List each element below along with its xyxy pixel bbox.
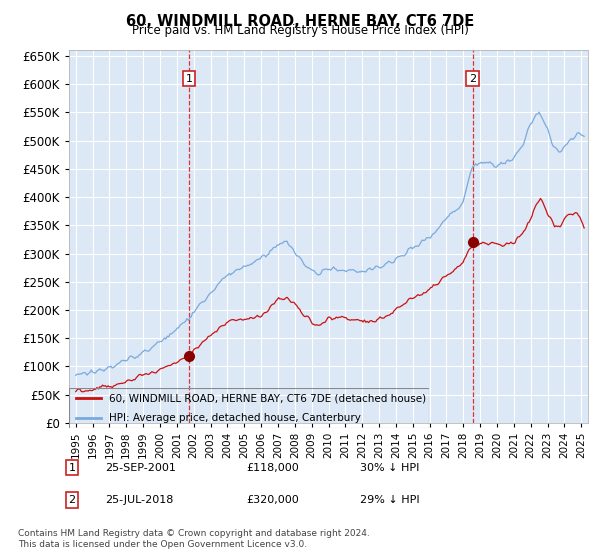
Text: Contains HM Land Registry data © Crown copyright and database right 2024.
This d: Contains HM Land Registry data © Crown c… [18,529,370,549]
Text: HPI: Average price, detached house, Canterbury: HPI: Average price, detached house, Cant… [109,413,361,423]
Text: £320,000: £320,000 [246,495,299,505]
Text: 60, WINDMILL ROAD, HERNE BAY, CT6 7DE (detached house): 60, WINDMILL ROAD, HERNE BAY, CT6 7DE (d… [109,393,426,403]
Text: Price paid vs. HM Land Registry's House Price Index (HPI): Price paid vs. HM Land Registry's House … [131,24,469,36]
Text: 1: 1 [68,463,76,473]
Text: 2: 2 [68,495,76,505]
Text: 25-SEP-2001: 25-SEP-2001 [105,463,176,473]
Text: 30% ↓ HPI: 30% ↓ HPI [360,463,419,473]
Text: 60, WINDMILL ROAD, HERNE BAY, CT6 7DE: 60, WINDMILL ROAD, HERNE BAY, CT6 7DE [126,14,474,29]
Text: 1: 1 [185,73,193,83]
Text: 2: 2 [469,73,476,83]
Text: 25-JUL-2018: 25-JUL-2018 [105,495,173,505]
Text: 29% ↓ HPI: 29% ↓ HPI [360,495,419,505]
Text: £118,000: £118,000 [246,463,299,473]
